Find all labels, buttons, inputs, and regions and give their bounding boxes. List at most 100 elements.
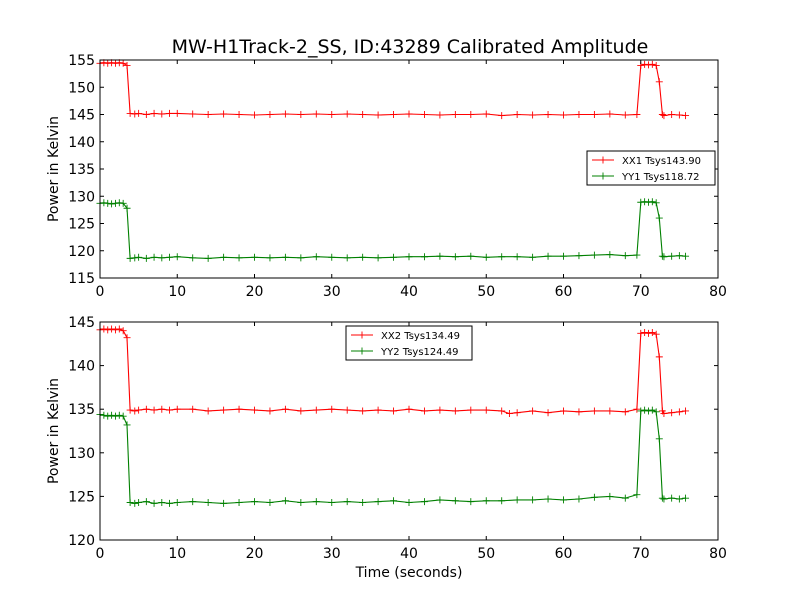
data-point xyxy=(451,111,459,118)
data-point xyxy=(328,111,336,118)
data-point xyxy=(266,254,274,262)
x-tick-label: 40 xyxy=(400,546,418,562)
data-point xyxy=(467,406,475,414)
data-point xyxy=(312,253,320,261)
data-point xyxy=(606,492,614,500)
legend-label: XX2 Tsys134.49 xyxy=(381,331,460,342)
legend-label: YY2 Tsys124.49 xyxy=(380,347,459,358)
data-point xyxy=(637,407,645,415)
data-point xyxy=(482,253,490,261)
data-point xyxy=(675,408,683,416)
data-point xyxy=(343,110,351,118)
x-tick-label: 30 xyxy=(323,284,341,300)
legend-label: YY1 Tsys118.72 xyxy=(621,172,700,183)
data-point xyxy=(420,498,428,506)
data-point xyxy=(158,405,166,413)
data-point xyxy=(142,111,150,118)
data-point xyxy=(312,498,320,506)
data-point xyxy=(529,496,537,504)
data-point xyxy=(235,111,243,118)
data-point xyxy=(644,198,652,206)
data-point xyxy=(343,498,351,506)
data-point xyxy=(374,111,382,119)
data-point xyxy=(374,254,382,262)
data-point xyxy=(150,406,158,414)
data-point xyxy=(104,326,112,334)
data-point xyxy=(235,254,243,262)
data-point xyxy=(606,251,614,259)
data-point xyxy=(123,334,131,342)
data-point xyxy=(251,498,258,506)
data-point xyxy=(150,109,158,117)
data-point xyxy=(204,407,212,415)
data-point xyxy=(529,111,537,119)
data-point xyxy=(126,499,134,507)
data-point xyxy=(359,111,367,118)
data-point xyxy=(633,491,641,499)
data-point xyxy=(108,200,116,208)
data-point xyxy=(131,499,139,507)
data-point xyxy=(420,407,428,415)
data-point xyxy=(142,254,150,262)
data-point xyxy=(150,253,158,261)
data-point xyxy=(131,110,139,118)
data-point xyxy=(251,406,258,414)
data-point xyxy=(668,111,676,118)
data-point xyxy=(108,325,116,333)
data-point xyxy=(641,198,649,206)
legend-label: XX1 Tsys143.90 xyxy=(622,156,701,167)
x-tick-label: 20 xyxy=(246,546,264,562)
data-point xyxy=(266,407,274,415)
data-point xyxy=(390,253,398,261)
data-point xyxy=(390,497,398,505)
data-point xyxy=(682,252,690,260)
y-tick-label: 115 xyxy=(68,271,95,287)
x-tick-label: 60 xyxy=(555,284,573,300)
data-point xyxy=(467,252,475,260)
data-point xyxy=(560,111,567,119)
data-point xyxy=(641,328,649,336)
data-point xyxy=(135,253,143,261)
y-tick-label: 145 xyxy=(68,108,95,124)
data-point xyxy=(637,198,645,206)
data-point xyxy=(220,406,228,414)
data-point xyxy=(131,254,139,262)
data-point xyxy=(100,199,108,207)
data-point xyxy=(297,499,305,507)
data-point xyxy=(119,412,127,420)
data-point xyxy=(660,112,668,120)
data-point xyxy=(467,498,475,506)
data-point xyxy=(405,253,413,261)
data-point xyxy=(675,111,683,119)
data-point xyxy=(590,493,598,501)
data-point xyxy=(682,494,690,502)
data-point xyxy=(682,407,690,415)
x-tick-label: 10 xyxy=(168,284,186,300)
data-point xyxy=(644,407,652,415)
y-tick-label: 150 xyxy=(68,80,95,96)
data-point xyxy=(575,252,583,260)
data-point xyxy=(513,111,521,118)
data-point xyxy=(135,109,143,117)
data-point xyxy=(119,327,127,335)
data-point xyxy=(660,410,668,418)
data-point xyxy=(658,111,666,118)
y-tick-label: 145 xyxy=(68,315,95,331)
data-point xyxy=(498,407,506,415)
legend-swatch-marker xyxy=(599,156,607,164)
data-point xyxy=(648,60,656,68)
data-point xyxy=(467,111,475,118)
data-point xyxy=(621,494,629,502)
legend: XX1 Tsys143.90 YY1 Tsys118.72 xyxy=(586,150,716,186)
data-point xyxy=(266,111,274,118)
data-point xyxy=(235,499,243,507)
x-tick-label: 60 xyxy=(555,546,573,562)
x-tick-label: 50 xyxy=(477,546,495,562)
data-point xyxy=(498,253,506,261)
data-point xyxy=(173,253,181,261)
data-point xyxy=(482,497,490,505)
data-point xyxy=(498,497,506,505)
data-point xyxy=(115,325,123,333)
data-point xyxy=(641,60,649,68)
data-point xyxy=(405,499,413,507)
